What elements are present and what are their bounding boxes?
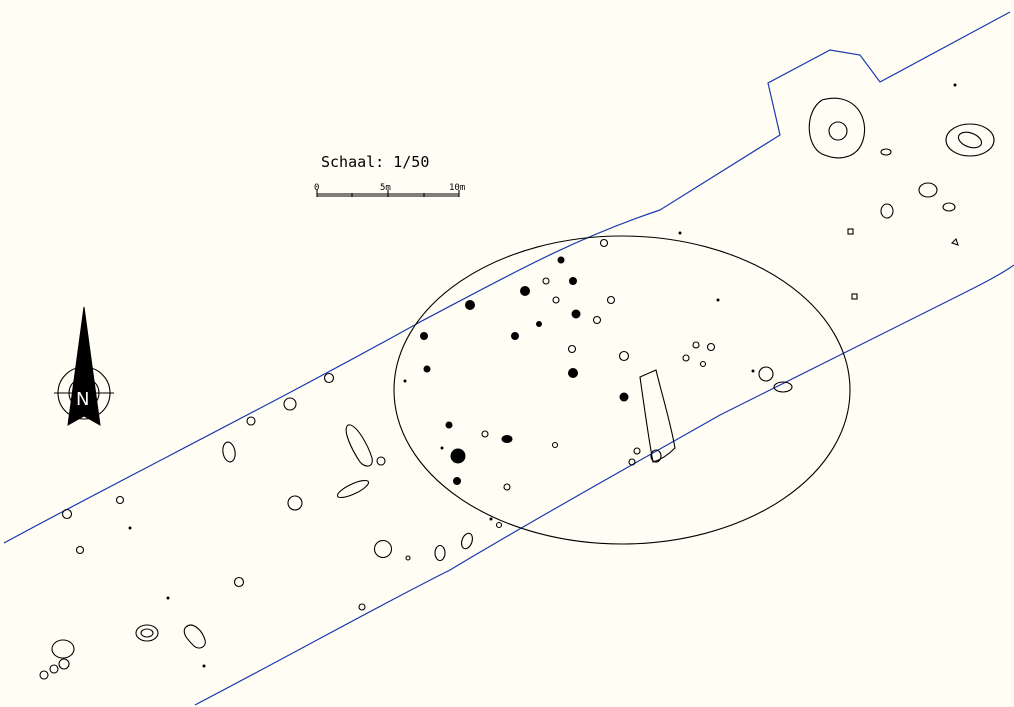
posthole-outline: [358, 603, 366, 611]
posthole-outline: [283, 397, 297, 411]
posthole-outline: [699, 360, 707, 368]
posthole-outline: [628, 458, 636, 466]
north-arrow-pointer: [67, 306, 101, 426]
small-pit: [918, 182, 938, 198]
survey-point: [128, 526, 132, 530]
posthole-outline: [592, 315, 602, 325]
pit-outline: [222, 441, 236, 463]
pit-outline: [461, 532, 473, 550]
filled-posthole: [520, 286, 530, 296]
filled-posthole: [420, 332, 428, 340]
posthole-outline: [551, 441, 559, 449]
survey-point: [440, 446, 444, 450]
pit-outline: [51, 639, 75, 659]
filled-posthole: [569, 277, 577, 285]
filled-posthole: [453, 477, 461, 485]
filled-postholes: [420, 256, 629, 485]
double-ring-pit-inner: [957, 131, 983, 149]
filled-posthole: [501, 435, 513, 443]
posthole-outline: [115, 495, 125, 505]
scale-label-0: 0: [314, 183, 319, 193]
elongated-pit: [345, 424, 373, 467]
small-pit: [851, 293, 858, 300]
scale-label-5: 5m: [380, 183, 391, 193]
scale-title: Schaal: 1/50: [321, 153, 429, 171]
small-pit: [880, 148, 892, 156]
survey-point: [953, 83, 957, 87]
filled-posthole: [536, 321, 542, 327]
survey-point: [202, 664, 206, 668]
filled-posthole: [465, 300, 475, 310]
trench-boundary-south: [194, 264, 1014, 706]
posthole-outline: [287, 495, 303, 511]
survey-point: [166, 596, 170, 600]
large-pit-outline: [808, 97, 866, 159]
filled-posthole: [571, 309, 581, 319]
double-ring-pit: [135, 624, 159, 642]
posthole-outline: [773, 381, 793, 393]
posthole-outline: [233, 576, 245, 588]
small-pit: [880, 203, 894, 219]
posthole-outline: [61, 508, 73, 520]
posthole-outline: [503, 483, 511, 491]
pit-outline: [434, 544, 446, 562]
posthole-outline: [246, 416, 256, 426]
posthole-outline: [758, 366, 774, 382]
filled-posthole: [511, 332, 519, 340]
posthole-outline: [618, 350, 630, 362]
filled-posthole: [423, 365, 431, 373]
posthole-outline: [650, 449, 662, 463]
north-arrow-label: N: [76, 389, 89, 410]
posthole-outline: [49, 664, 59, 674]
survey-point: [716, 298, 720, 302]
survey-point: [751, 369, 755, 373]
posthole-outline: [58, 658, 70, 670]
posthole-outline: [606, 295, 616, 305]
posthole-outline: [75, 545, 85, 555]
filled-posthole: [568, 368, 578, 378]
double-ring-pit-inner: [140, 628, 154, 638]
small-pit: [847, 228, 854, 235]
filled-posthole: [445, 421, 453, 429]
survey-point: [403, 379, 407, 383]
posthole-outline: [405, 555, 411, 561]
elongated-trench-feature: [639, 369, 676, 463]
filled-posthole: [619, 392, 629, 402]
scale-label-10: 10m: [449, 183, 465, 193]
pit-outline: [183, 624, 206, 649]
posthole-outline: [692, 341, 700, 349]
posthole-outline: [567, 344, 577, 354]
posthole-outline: [682, 354, 690, 362]
small-pit: [942, 202, 956, 212]
posthole-outline: [706, 342, 716, 352]
trench-boundary-north: [3, 11, 1011, 544]
small-pit: [950, 237, 959, 246]
survey-point: [678, 231, 682, 235]
filled-posthole: [557, 256, 565, 264]
survey-points: [128, 83, 957, 668]
posthole-outline: [599, 238, 609, 248]
large-circular-feature: [393, 235, 851, 545]
double-ring-pit: [945, 123, 995, 157]
posthole-outline: [376, 456, 386, 466]
filled-posthole: [450, 448, 466, 464]
posthole-outline: [481, 430, 489, 438]
posthole-outline: [552, 296, 560, 304]
north-arrow: N: [54, 306, 114, 426]
posthole-outline: [633, 447, 641, 455]
posthole-outline: [39, 670, 49, 680]
pit-core: [828, 121, 848, 141]
posthole-outline: [323, 372, 335, 384]
survey-point: [489, 517, 493, 521]
elongated-pit: [336, 479, 370, 499]
pit-outline: [373, 539, 393, 559]
open-features: [39, 97, 995, 680]
scale-bar: Schaal: 1/50 0 5m 10m: [314, 153, 465, 197]
posthole-outline: [542, 277, 550, 285]
posthole-outline: [495, 521, 503, 529]
